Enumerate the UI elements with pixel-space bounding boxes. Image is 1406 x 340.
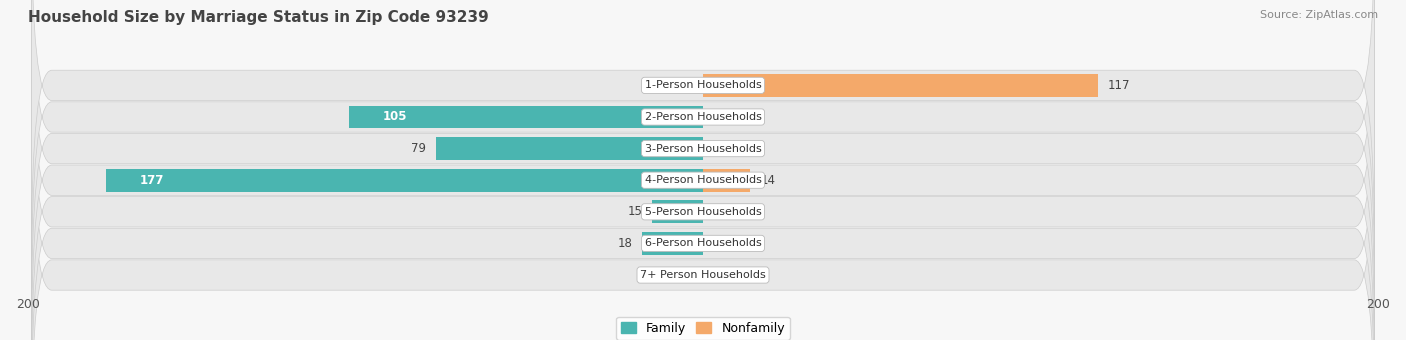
Text: 7+ Person Households: 7+ Person Households <box>640 270 766 280</box>
Bar <box>436 137 703 160</box>
FancyBboxPatch shape <box>31 37 1375 340</box>
Text: 18: 18 <box>617 237 633 250</box>
Legend: Family, Nonfamily: Family, Nonfamily <box>616 317 790 340</box>
Text: 15: 15 <box>627 205 643 218</box>
FancyBboxPatch shape <box>31 69 1375 340</box>
Text: 6-Person Households: 6-Person Households <box>644 238 762 249</box>
Text: 2-Person Households: 2-Person Households <box>644 112 762 122</box>
Bar <box>643 232 703 255</box>
Bar <box>703 169 751 191</box>
Text: 14: 14 <box>761 174 775 187</box>
Text: 0: 0 <box>713 269 720 282</box>
Text: Source: ZipAtlas.com: Source: ZipAtlas.com <box>1260 10 1378 20</box>
FancyBboxPatch shape <box>31 6 1375 340</box>
Text: 117: 117 <box>1108 79 1130 92</box>
Text: 0: 0 <box>713 205 720 218</box>
Bar <box>105 169 703 191</box>
Text: 0: 0 <box>713 237 720 250</box>
Text: Household Size by Marriage Status in Zip Code 93239: Household Size by Marriage Status in Zip… <box>28 10 489 25</box>
Text: 4-Person Households: 4-Person Households <box>644 175 762 185</box>
Text: 0: 0 <box>713 110 720 123</box>
Bar <box>349 106 703 129</box>
Text: 79: 79 <box>412 142 426 155</box>
Bar <box>703 74 1098 97</box>
Text: 1-Person Households: 1-Person Households <box>644 80 762 90</box>
FancyBboxPatch shape <box>31 0 1375 323</box>
FancyBboxPatch shape <box>31 0 1375 291</box>
FancyBboxPatch shape <box>31 0 1375 260</box>
Text: 3-Person Households: 3-Person Households <box>644 143 762 154</box>
Text: 5-Person Households: 5-Person Households <box>644 207 762 217</box>
Bar <box>652 200 703 223</box>
Text: 105: 105 <box>382 110 406 123</box>
Text: 0: 0 <box>686 269 693 282</box>
Text: 0: 0 <box>686 79 693 92</box>
FancyBboxPatch shape <box>31 101 1375 340</box>
Text: 0: 0 <box>713 142 720 155</box>
Text: 177: 177 <box>139 174 165 187</box>
